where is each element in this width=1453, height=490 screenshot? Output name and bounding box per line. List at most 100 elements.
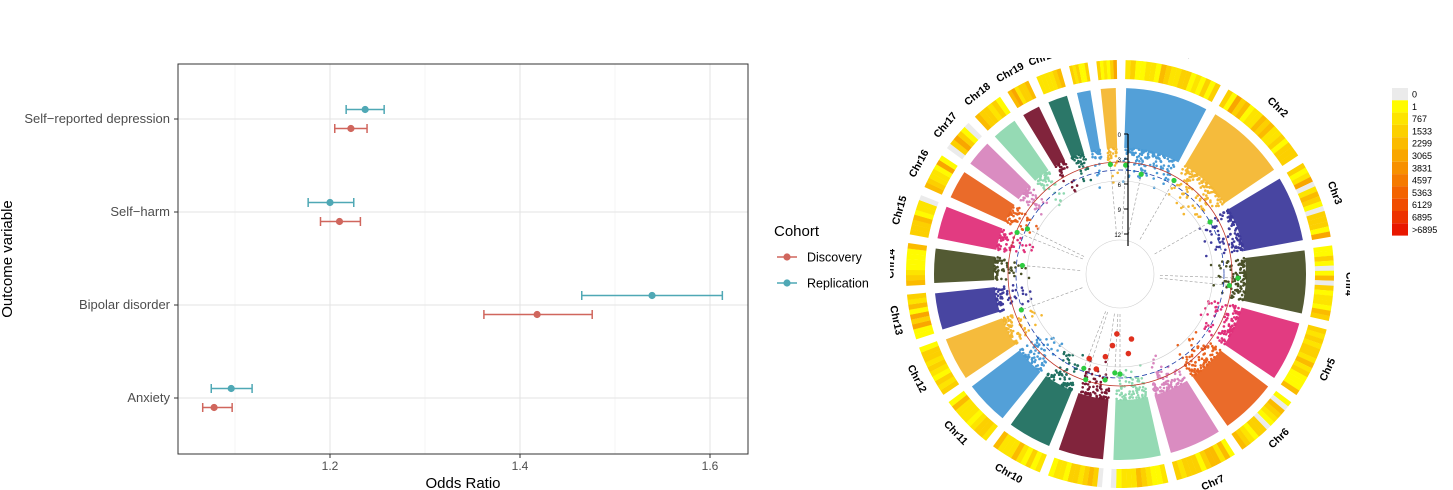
manhattan-track-chr13 [935,284,1033,330]
manhattan-track-chr10 [1010,350,1084,446]
point-estimate [210,403,218,412]
chromosome-label: Chr6 [1266,426,1292,451]
chromosome-label: Chr10 [993,461,1025,486]
density-legend-label: 6129 [1412,200,1432,210]
density-legend-swatch [1392,186,1408,199]
legend-key-point [783,279,791,287]
manhattan-track-chr2 [1167,114,1275,219]
point-estimate [227,384,235,393]
scale-tick-label: 3 [1118,158,1122,164]
chromosome-label: Chr14 [890,249,898,279]
locus-link [1121,165,1127,235]
density-track-chr17 [946,122,982,160]
locus-link [1154,221,1211,255]
density-legend-label: 3065 [1412,151,1432,161]
significant-locus [1226,282,1232,289]
density-track-chr22 [1096,60,1118,81]
scale-tick-label: 0 [1118,133,1122,139]
density-track-chr5 [1280,324,1327,396]
density-legend-label: >6895 [1412,225,1437,235]
chromosome-label: Chr5 [1317,356,1338,383]
significant-locus [1014,229,1020,236]
density-legend-label: 767 [1412,114,1427,124]
density-legend-swatch [1392,223,1408,236]
chromosome-label: Chr1 [1165,58,1191,61]
density-track-chr12 [919,341,960,395]
chromosome-label: Chr16 [907,148,932,180]
locus-link [1021,287,1083,311]
x-tick-label: 1.4 [512,459,529,473]
significant-locus [1117,371,1123,377]
forest-x-tick-labels: 1.2 1.4 1.6 [322,454,719,473]
density-legend-label: 1 [1412,102,1417,112]
locus-link [1016,232,1084,260]
chromosome-label: Chr7 [1200,473,1227,490]
chromosome-label: Chr13 [890,305,905,337]
significant-locus [1107,161,1114,168]
hit-locus [1086,355,1093,362]
density-track-chr3 [1286,162,1331,241]
density-legend: 0 1 767 1533 2299 3065 3831 4597 5363 6129 6895 >68… [1392,88,1437,236]
manhattan-track-chr6 [1176,331,1269,426]
locus-link [1139,180,1175,240]
significant-locus [1024,226,1031,232]
significance-threshold [1007,161,1233,387]
significant-locus [1171,177,1177,184]
density-legend-swatch [1392,149,1408,162]
manhattan-ring [934,88,1306,461]
forest-y-tick-labels: Self−reported depression Self−harm Bipolar… [24,111,178,405]
y-axis-title: Outcome variable [0,200,16,318]
density-track-chr9 [1048,457,1104,488]
density-legend-label: 1533 [1412,126,1432,136]
density-legend-label: 6895 [1412,213,1432,223]
point-estimate [533,310,541,319]
center-circle [1085,239,1155,309]
hit-locus [1093,366,1100,372]
density-ring [906,60,1334,488]
density-track-chr4 [1310,245,1334,322]
chromosome-label: Chr15 [890,194,910,226]
y-tick-label: Self−reported depression [24,111,170,126]
neglog10p-scale: 0 3 6 9 12 [1114,133,1129,246]
manhattan-track-chr22 [1100,88,1119,184]
significant-locus [1083,376,1089,383]
significant-locus [1102,377,1108,383]
density-legend-label: 0 [1412,90,1417,100]
locus-link [1085,311,1108,380]
manhattan-track-chr19 [1023,106,1079,193]
forest-gridlines [178,64,748,454]
y-tick-label: Self−harm [110,204,170,219]
point-estimate [326,198,334,207]
manhattan-track-chr18 [994,120,1066,207]
chromosome-label: Chr3 [1325,180,1345,207]
point-estimate [648,291,656,300]
density-track-chr20 [1036,68,1066,95]
locus-link [1159,275,1238,279]
hit-locus [1128,336,1135,342]
hit-locus [1102,353,1109,360]
forest-marks [201,105,724,412]
density-track-chr13 [906,292,935,340]
chromosome-label: Chr18 [962,80,993,108]
density-legend-label: 3831 [1412,163,1432,173]
forest-panel-border [177,63,749,455]
legend-key-point [783,253,791,261]
density-track-chr1 [1125,60,1221,102]
chromosome-label: Chr17 [931,110,960,141]
legend-label: Discovery [807,251,863,265]
density-legend-label: 4597 [1412,176,1432,186]
forest-plot: Self−reported depression Self−harm Bipolar… [0,63,869,490]
density-track-chr19 [1007,80,1037,109]
significant-locus [1235,275,1241,281]
manhattan-track-chr8 [1113,364,1161,461]
manhattan-track-chr17 [970,143,1049,216]
point-estimate [335,217,344,226]
x-tick-label: 1.2 [322,459,339,473]
manhattan-track-chr16 [950,172,1040,234]
chromosome-label: Chr12 [905,363,929,395]
locus-link [1159,277,1230,286]
chromosome-label: Chr11 [941,418,970,447]
density-legend-label: 2299 [1412,139,1432,149]
locus-link [1104,313,1115,381]
suggestive-threshold [1015,169,1225,379]
